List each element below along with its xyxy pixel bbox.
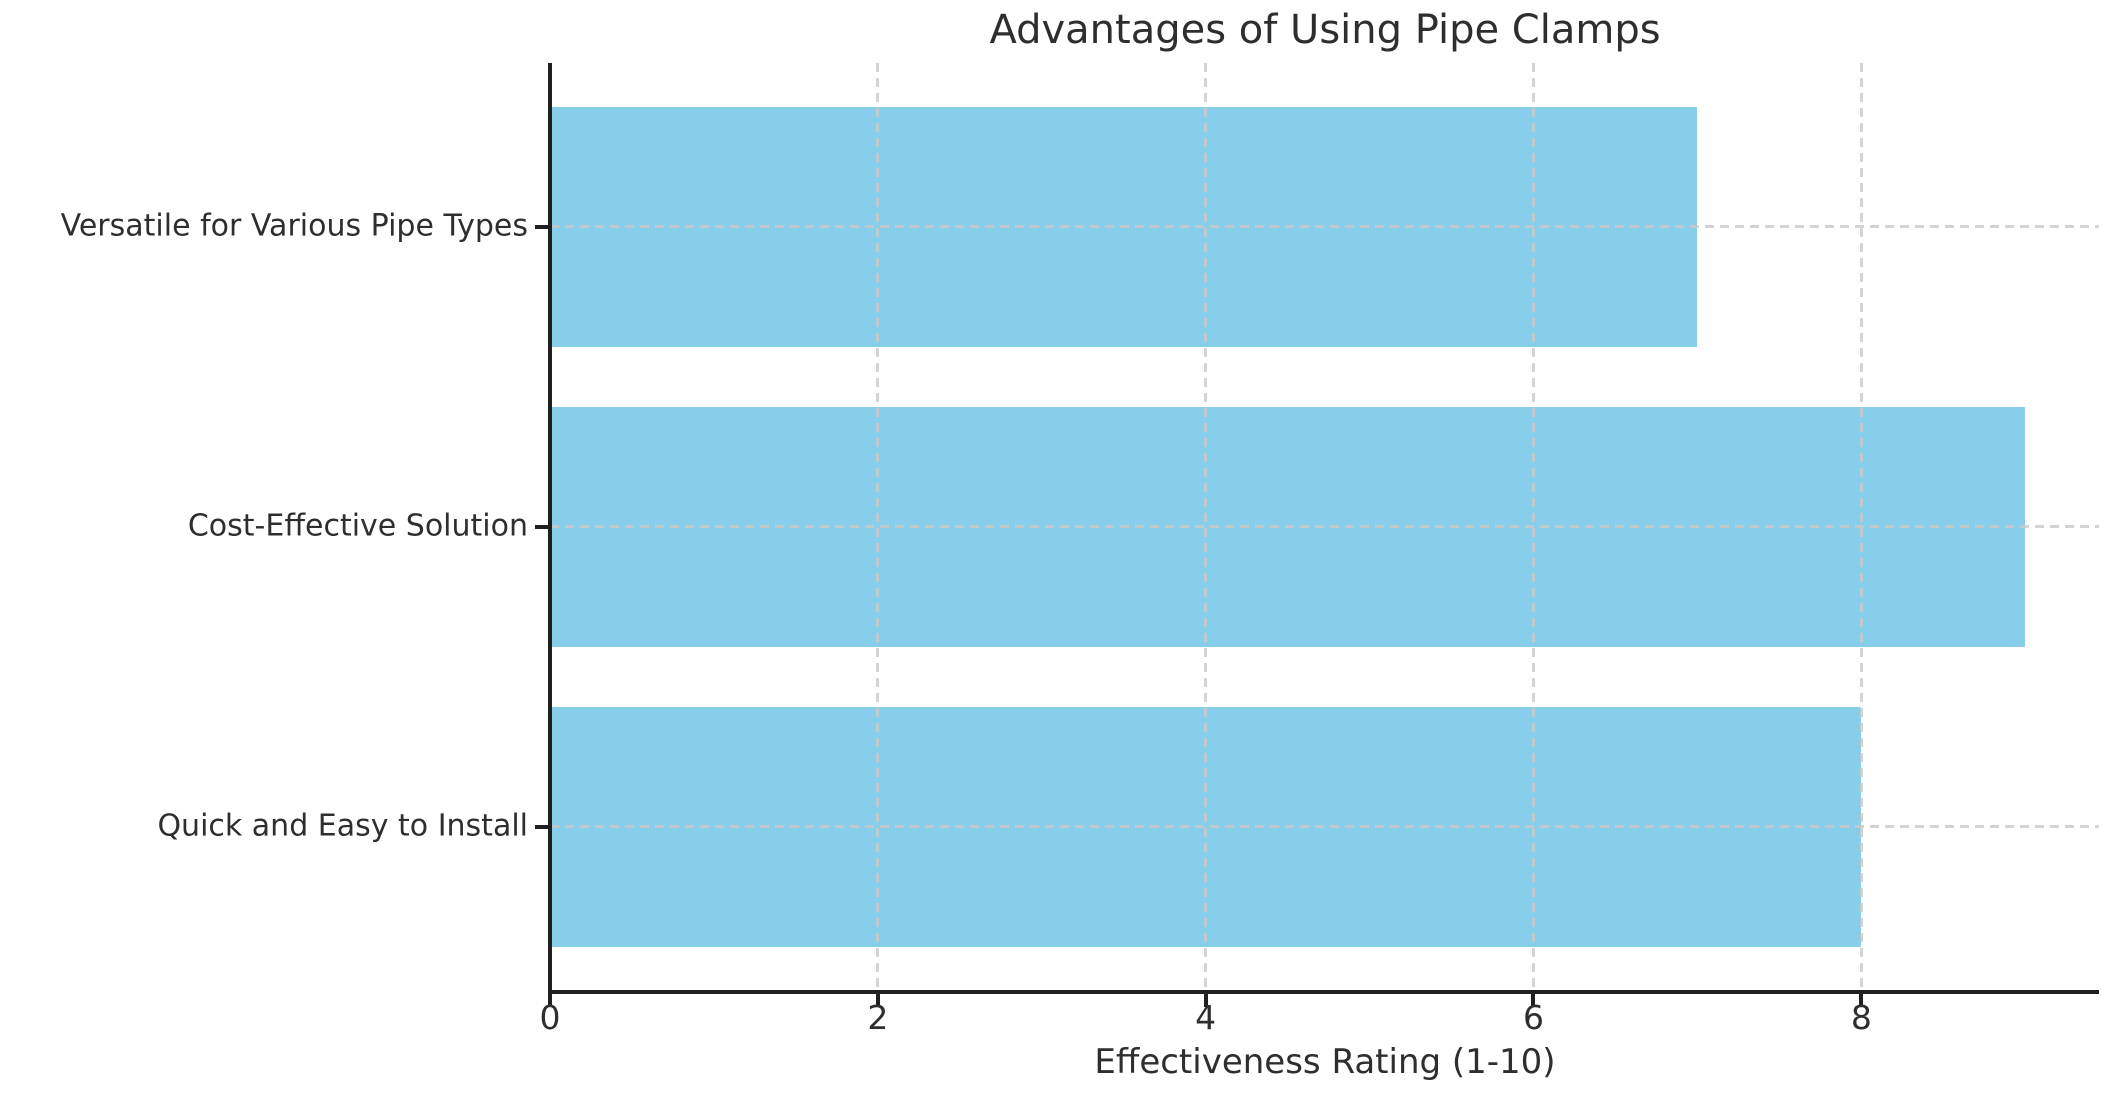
- gridline-horizontal: [550, 825, 2099, 828]
- y-tick-mark: [535, 524, 548, 529]
- x-axis-label: Effectiveness Rating (1-10): [1094, 1042, 1556, 1082]
- x-tick-mark: [1859, 994, 1864, 1007]
- chart-title: Advantages of Using Pipe Clamps: [989, 7, 1661, 53]
- x-tick-mark: [1203, 994, 1208, 1007]
- x-tick-label: 8: [1850, 998, 1872, 1037]
- y-tick-label: Cost-Effective Solution: [187, 507, 528, 543]
- gridline-horizontal: [550, 225, 2099, 228]
- gridline-vertical: [1531, 63, 1535, 990]
- x-tick-mark: [875, 994, 880, 1007]
- gridline-horizontal: [550, 525, 2099, 528]
- x-tick-label: 2: [867, 998, 889, 1037]
- y-tick-label: Quick and Easy to Install: [157, 807, 528, 843]
- plot-area: [550, 63, 2099, 990]
- y-tick-mark: [535, 824, 548, 829]
- y-tick-label: Versatile for Various Pipe Types: [60, 207, 528, 243]
- x-tick-label: 6: [1522, 998, 1544, 1037]
- gridline-vertical: [876, 63, 880, 990]
- x-tick-label: 4: [1195, 998, 1217, 1037]
- gridline-vertical: [1204, 63, 1208, 990]
- x-tick-mark: [548, 994, 552, 1007]
- gridline-vertical: [1859, 63, 1863, 990]
- x-axis-line: [548, 990, 2099, 994]
- x-tick-label: 0: [539, 998, 561, 1037]
- y-tick-mark: [535, 224, 548, 229]
- y-axis-line: [548, 63, 552, 994]
- x-tick-mark: [1531, 994, 1536, 1007]
